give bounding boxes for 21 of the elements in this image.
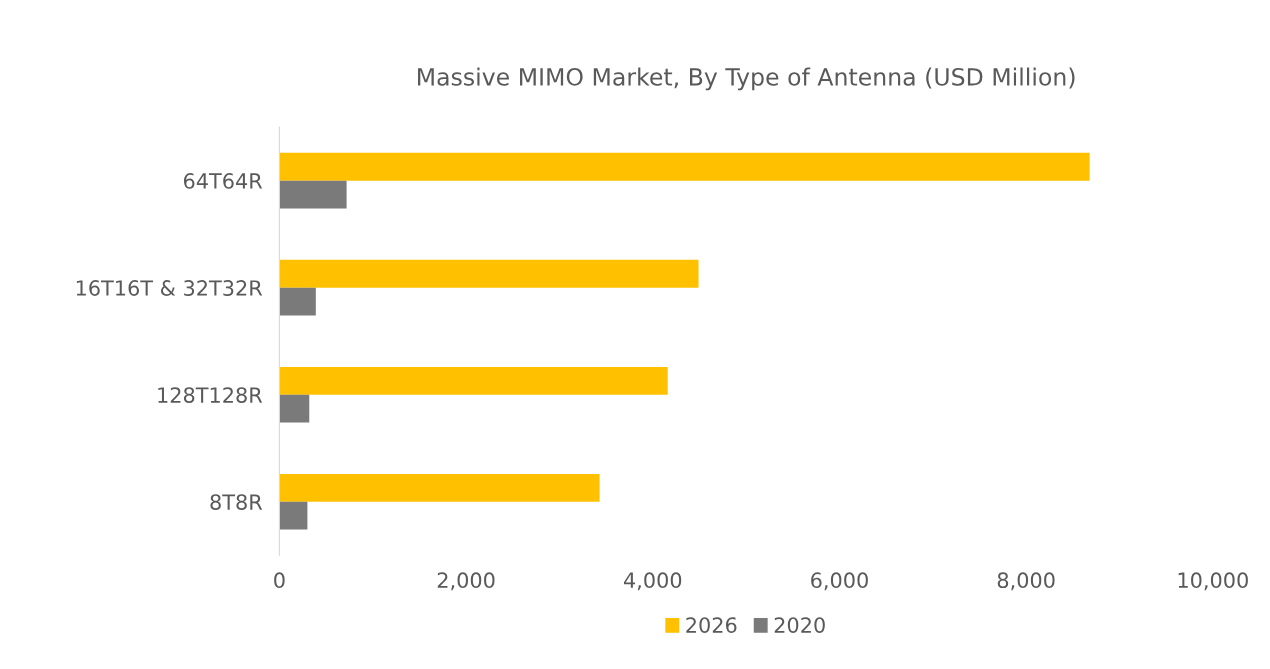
bar [279, 152, 1090, 181]
bar [279, 259, 699, 288]
y-tick-label: 16T16T & 32T32R [76, 280, 263, 296]
x-tick-label: 8,000 [997, 572, 1055, 591]
legend-label: 2020 [774, 617, 825, 633]
bar [279, 394, 310, 423]
x-tick-label: 6,000 [811, 572, 868, 591]
bar [279, 501, 308, 530]
y-tick-label: 128T128R [158, 387, 263, 403]
x-tick-label: 0 [274, 572, 285, 589]
bar [279, 180, 347, 209]
chart-title: Massive MIMO Market, By Type of Antenna (USD Million) [418, 67, 1075, 91]
bar [279, 287, 316, 316]
x-tick-label: 10,000 [1178, 572, 1248, 591]
y-tick-label: 8T8R [210, 494, 263, 510]
y-tick-label: 64T64R [183, 173, 263, 189]
x-tick-label: 4,000 [623, 572, 682, 591]
bar [279, 473, 600, 502]
x-tick-label: 2,000 [437, 572, 495, 591]
legend-label: 2026 [686, 617, 737, 633]
bar [279, 366, 668, 395]
